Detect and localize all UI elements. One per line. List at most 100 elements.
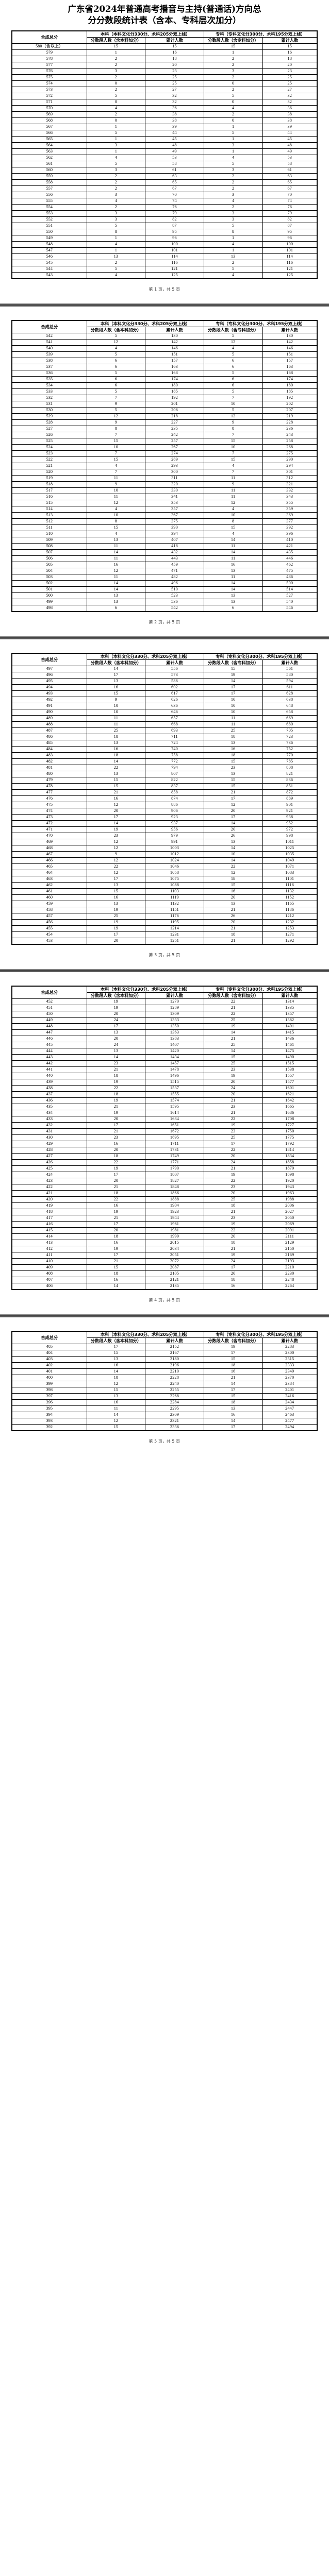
cell-score: 567 xyxy=(11,123,87,130)
cell-undergraduate-segment: 22 xyxy=(86,1084,146,1092)
cell-undergraduate-cumulative: 626 xyxy=(145,696,204,703)
table-row: 407 16 2121 18 2248 xyxy=(11,1276,318,1283)
table-row: 553 3 79 3 79 xyxy=(11,210,318,217)
cell-undergraduate-cumulative: 2121 xyxy=(145,1276,204,1283)
cell-undergraduate-cumulative: 542 xyxy=(145,604,204,612)
table-row: 531 9 201 10 202 xyxy=(11,400,318,408)
cell-vocational-segment: 5 xyxy=(203,388,263,395)
cell-vocational-cumulative: 125 xyxy=(262,272,318,279)
cell-undergraduate-cumulative: 38 xyxy=(145,111,204,118)
table-row: 539 5 151 5 151 xyxy=(11,351,318,358)
cell-undergraduate-cumulative: 1103 xyxy=(145,888,204,895)
header-row-subcolumns: 分数段人数（含本科加分） 累计人数 分数段人数（含专科加分） 累计人数 xyxy=(12,37,318,44)
cell-vocational-cumulative: 38 xyxy=(262,117,318,124)
cell-vocational-cumulative: 130 xyxy=(262,332,318,340)
cell-vocational-segment: 21 xyxy=(203,925,263,932)
table-row: 458 19 1151 21 1186 xyxy=(11,906,318,913)
cell-undergraduate-segment: 16 xyxy=(86,745,146,753)
cell-undergraduate-segment: 4 xyxy=(86,505,146,513)
cell-score: 441 xyxy=(11,1066,87,1073)
cell-vocational-cumulative: 736 xyxy=(262,739,318,747)
cell-score: 526 xyxy=(11,431,87,438)
cell-undergraduate-cumulative: 2087 xyxy=(145,1264,204,1271)
table-row: 421 18 1866 20 1963 xyxy=(11,1190,318,1197)
table-row: 529 12 218 12 219 xyxy=(11,413,318,420)
table-row: 439 19 1515 20 1577 xyxy=(11,1078,318,1086)
cell-vocational-cumulative: 38 xyxy=(262,111,318,118)
table-row: 507 14 432 14 435 xyxy=(11,549,318,556)
cell-undergraduate-segment: 11 xyxy=(86,474,146,482)
table-row: 423 20 1827 22 1920 xyxy=(11,1177,318,1184)
cell-score: 398 xyxy=(11,1386,87,1394)
cell-score: 440 xyxy=(11,1072,87,1079)
cell-vocational-cumulative: 1035 xyxy=(262,851,318,858)
table-row: 568 0 38 0 38 xyxy=(11,117,318,124)
cell-vocational-segment: 5 xyxy=(203,351,263,358)
cell-vocational-cumulative: 611 xyxy=(262,684,318,691)
cell-undergraduate-segment: 2 xyxy=(86,179,146,186)
cell-vocational-segment: 3 xyxy=(203,191,263,198)
cell-vocational-cumulative: 142 xyxy=(262,338,318,346)
cell-undergraduate-cumulative: 586 xyxy=(145,677,204,685)
cell-undergraduate-cumulative: 1003 xyxy=(145,844,204,852)
cell-undergraduate-segment: 14 xyxy=(86,1282,146,1290)
cell-undergraduate-cumulative: 61 xyxy=(145,166,204,174)
cell-undergraduate-segment: 12 xyxy=(86,567,146,574)
cell-score: 474 xyxy=(11,807,87,815)
cell-undergraduate-segment: 17 xyxy=(86,671,146,679)
cell-undergraduate-segment: 11 xyxy=(86,493,146,500)
cell-undergraduate-cumulative: 2105 xyxy=(145,1270,204,1277)
cell-score: 400 xyxy=(11,1374,87,1381)
cell-vocational-cumulative: 174 xyxy=(262,376,318,383)
cell-vocational-segment: 16 xyxy=(203,1411,263,1418)
cell-undergraduate-cumulative: 185 xyxy=(145,388,204,395)
table-row: 463 17 1075 18 1101 xyxy=(11,875,318,883)
table-row: 541 12 142 12 142 xyxy=(11,338,318,346)
table-row: 556 3 70 3 70 xyxy=(11,191,318,198)
cell-undergraduate-segment: 20 xyxy=(86,1146,146,1154)
table-row: 395 11 2295 13 2447 xyxy=(11,1405,318,1412)
cell-undergraduate-segment: 13 xyxy=(86,770,146,777)
cell-undergraduate-cumulative: 311 xyxy=(145,474,204,482)
table-row: 422 21 1848 23 1943 xyxy=(11,1183,318,1191)
cell-undergraduate-segment: 10 xyxy=(86,512,146,519)
header-group-undergraduate: 本科（本科文化分330分、术科205分双上线） xyxy=(86,30,204,38)
cell-undergraduate-segment: 15 xyxy=(86,776,146,784)
cell-score: 450 xyxy=(11,1010,87,1018)
cell-vocational-cumulative: 1271 xyxy=(262,931,318,938)
table-row: 547 1 101 1 101 xyxy=(11,247,318,254)
cell-score: 568 xyxy=(11,117,87,124)
table-row: 528 9 227 9 228 xyxy=(11,419,318,426)
table-row: 527 8 235 8 236 xyxy=(11,425,318,432)
header-group-vocational: 专科（专科文化分300分、术科195分双上线） xyxy=(203,1331,318,1338)
cell-undergraduate-segment: 13 xyxy=(86,1393,146,1400)
cell-score: 578 xyxy=(11,55,87,62)
table-row: 548 4 100 4 100 xyxy=(11,241,318,248)
table-row: 543 4 125 4 125 xyxy=(11,272,318,279)
cell-undergraduate-segment: 4 xyxy=(86,105,146,112)
cell-vocational-segment: 25 xyxy=(203,1134,263,1141)
cell-vocational-cumulative: 540 xyxy=(262,598,318,605)
cell-undergraduate-segment: 23 xyxy=(86,1060,146,1067)
cell-vocational-cumulative: 168 xyxy=(262,369,318,377)
cell-vocational-segment: 19 xyxy=(203,1072,263,1079)
cell-score: 438 xyxy=(11,1084,87,1092)
cell-undergraduate-segment: 12 xyxy=(86,869,146,876)
table-row: 479 15 822 15 836 xyxy=(11,776,318,784)
cell-undergraduate-cumulative: 257 xyxy=(145,437,204,445)
table-row: 462 13 1088 15 1116 xyxy=(11,882,318,889)
table-row: 504 12 471 13 475 xyxy=(11,567,318,574)
cell-score: 447 xyxy=(11,1029,87,1036)
table-head: 合成总分 本科（本科文化分330分、术科205分双上线） 专科（专科文化分300分、… xyxy=(11,1331,318,1344)
cell-undergraduate-segment: 22 xyxy=(86,1196,146,1203)
table-row: 403 13 2180 15 2315 xyxy=(11,1355,318,1363)
table-row: 555 4 74 4 74 xyxy=(11,197,318,205)
cell-undergraduate-cumulative: 1132 xyxy=(145,900,204,907)
cell-vocational-cumulative: 151 xyxy=(262,351,318,358)
cell-vocational-segment: 5 xyxy=(203,265,263,273)
table-row: 514 4 357 4 359 xyxy=(11,505,318,513)
cell-score: 415 xyxy=(11,1227,87,1234)
table-row: 401 14 2210 16 2349 xyxy=(11,1368,318,1375)
header-undergraduate-segment-count: 分数段人数（含本科加分） xyxy=(86,37,146,44)
cell-vocational-cumulative: 1775 xyxy=(262,1134,318,1141)
